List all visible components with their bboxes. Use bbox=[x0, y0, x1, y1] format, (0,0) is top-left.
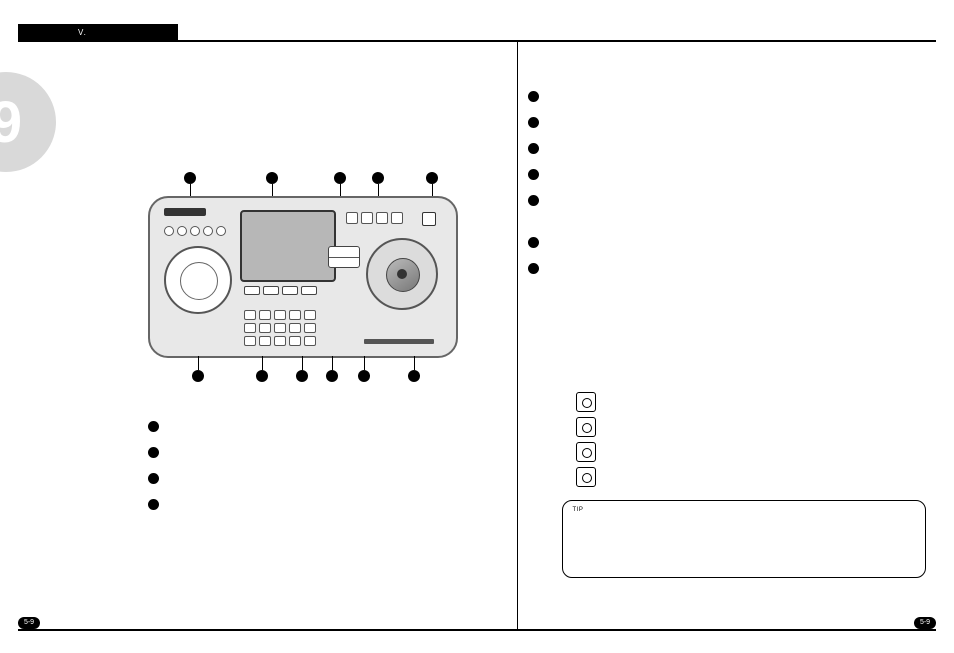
callout-marker bbox=[256, 370, 268, 382]
two-column-spread: 5-9 TIP 5-9 bbox=[98, 42, 936, 629]
joystick bbox=[366, 238, 438, 310]
rec-btn bbox=[164, 226, 174, 236]
numeric-keypad bbox=[244, 310, 316, 346]
aux-button bbox=[422, 212, 436, 226]
key bbox=[244, 336, 256, 346]
left-bullet-list bbox=[148, 420, 167, 524]
list-item bbox=[148, 498, 167, 510]
bullet-marker bbox=[148, 447, 159, 458]
callout-marker bbox=[358, 370, 370, 382]
rec-btn bbox=[216, 226, 226, 236]
rec-btn bbox=[177, 226, 187, 236]
bullet-marker bbox=[148, 421, 159, 432]
ptz-button-row bbox=[346, 212, 403, 224]
list-item bbox=[148, 472, 167, 484]
menu-btn bbox=[301, 286, 317, 295]
bullet-marker bbox=[528, 143, 539, 154]
direction-btn bbox=[576, 467, 596, 487]
callout-row-bottom bbox=[148, 358, 458, 382]
rec-btn bbox=[190, 226, 200, 236]
callout-marker bbox=[372, 172, 384, 184]
chapter-number-circle: 9 bbox=[0, 72, 56, 172]
lcd-screen bbox=[240, 210, 336, 282]
callout-marker bbox=[408, 370, 420, 382]
menu-btn bbox=[244, 286, 260, 295]
ptz-btn bbox=[376, 212, 388, 224]
left-page: 5-9 bbox=[98, 42, 518, 629]
direction-btn bbox=[576, 392, 596, 412]
list-item bbox=[528, 116, 547, 128]
key bbox=[304, 323, 316, 333]
bullet-marker bbox=[528, 237, 539, 248]
callout-marker bbox=[334, 172, 346, 184]
jog-dial bbox=[164, 246, 232, 314]
pagenum-text: 5-9 bbox=[24, 619, 34, 626]
key bbox=[259, 323, 271, 333]
right-page: TIP 5-9 bbox=[518, 42, 937, 629]
bullet-marker bbox=[148, 473, 159, 484]
key bbox=[289, 336, 301, 346]
right-bullet-list bbox=[528, 90, 547, 288]
key bbox=[304, 310, 316, 320]
callout-marker bbox=[326, 370, 338, 382]
menu-row bbox=[244, 286, 317, 295]
device-figure bbox=[148, 172, 458, 382]
system-keyboard-device bbox=[148, 196, 458, 358]
callout-row-top bbox=[148, 172, 458, 196]
key bbox=[274, 336, 286, 346]
key bbox=[289, 323, 301, 333]
callout-marker bbox=[192, 370, 204, 382]
key bbox=[304, 336, 316, 346]
tip-note-box: TIP bbox=[562, 500, 927, 578]
bullet-marker bbox=[528, 195, 539, 206]
callout-marker bbox=[266, 172, 278, 184]
page-number-left: 5-9 bbox=[18, 617, 40, 629]
key bbox=[244, 310, 256, 320]
ptz-btn bbox=[361, 212, 373, 224]
rec-btn bbox=[203, 226, 213, 236]
tip-label: TIP bbox=[573, 507, 916, 513]
brand-logo bbox=[164, 208, 206, 216]
manual-spread: V. 9 bbox=[18, 24, 936, 631]
bullet-marker bbox=[528, 117, 539, 128]
list-item bbox=[528, 194, 547, 206]
key bbox=[289, 310, 301, 320]
menu-btn bbox=[282, 286, 298, 295]
callout-marker bbox=[426, 172, 438, 184]
bullet-marker bbox=[528, 169, 539, 180]
direction-button-column bbox=[576, 392, 596, 487]
callout-marker bbox=[296, 370, 308, 382]
key bbox=[259, 310, 271, 320]
bullet-marker bbox=[148, 499, 159, 510]
bullet-marker bbox=[528, 263, 539, 274]
menu-btn bbox=[263, 286, 279, 295]
key bbox=[274, 310, 286, 320]
list-item bbox=[528, 142, 547, 154]
direction-btn bbox=[576, 442, 596, 462]
key bbox=[274, 323, 286, 333]
bullet-marker bbox=[528, 91, 539, 102]
list-item bbox=[528, 168, 547, 180]
mode-block bbox=[328, 246, 360, 268]
key bbox=[259, 336, 271, 346]
pagenum-text: 5-9 bbox=[920, 619, 930, 626]
list-item bbox=[148, 446, 167, 458]
chapter-number: 9 bbox=[0, 89, 22, 156]
section-label: V. bbox=[78, 28, 87, 37]
direction-btn bbox=[576, 417, 596, 437]
list-item bbox=[528, 236, 547, 248]
model-label bbox=[364, 339, 434, 344]
header-bar: V. bbox=[18, 24, 936, 42]
page-number-right: 5-9 bbox=[914, 617, 936, 629]
ptz-btn bbox=[391, 212, 403, 224]
callout-marker bbox=[184, 172, 196, 184]
content-area: 9 bbox=[18, 42, 936, 631]
key bbox=[244, 323, 256, 333]
list-item bbox=[148, 420, 167, 432]
section-tab: V. bbox=[18, 24, 178, 42]
list-item bbox=[528, 262, 547, 274]
ptz-btn bbox=[346, 212, 358, 224]
list-item bbox=[528, 90, 547, 102]
rec-button-row bbox=[164, 226, 226, 236]
